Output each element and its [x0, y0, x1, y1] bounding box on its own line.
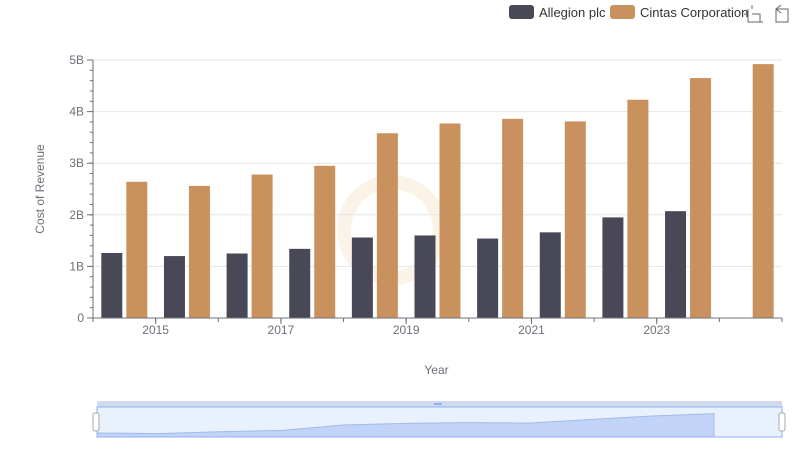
data-zoom-end-handle[interactable] [778, 412, 786, 432]
bar-allegion-plc-2020[interactable] [477, 238, 499, 318]
legend-swatch [610, 5, 635, 19]
bar-allegion-plc-2014[interactable] [101, 252, 123, 318]
legend-swatch [509, 5, 534, 19]
bar-cintas-corporation-2023[interactable] [690, 78, 712, 318]
bar-allegion-plc-2019[interactable] [414, 235, 436, 318]
x-tick-label: 2021 [518, 323, 545, 337]
data-zoom-selected-range[interactable] [96, 406, 783, 438]
y-tick-label: 3B [69, 156, 84, 170]
x-tick-label: 2019 [393, 323, 420, 337]
bar-allegion-plc-2017[interactable] [289, 248, 311, 318]
data-zoom-start-handle[interactable] [92, 412, 100, 432]
y-tick-label: 1B [69, 259, 84, 273]
data-zoom-preview-area [96, 413, 715, 438]
bar-cintas-corporation-2014[interactable] [126, 181, 148, 318]
bar-cintas-corporation-2022[interactable] [627, 99, 649, 319]
x-tick-label: 2023 [643, 323, 670, 337]
bar-cintas-corporation-2020[interactable] [502, 118, 524, 318]
bar-allegion-plc-2015[interactable] [163, 256, 185, 318]
toolbox [744, 4, 789, 23]
x-axis-title: Year [424, 363, 448, 377]
bar-allegion-plc-2021[interactable] [539, 232, 561, 318]
bar-cintas-corporation-2015[interactable] [188, 185, 210, 318]
y-tick-label: 0 [77, 311, 84, 325]
zoom-select-icon[interactable] [744, 5, 763, 23]
restore-icon[interactable] [775, 4, 789, 23]
bar-cintas-corporation-2016[interactable] [251, 174, 273, 318]
bar-cintas-corporation-2017[interactable] [314, 165, 336, 318]
legend-label: Cintas Corporation [640, 5, 748, 20]
bar-cintas-corporation-2018[interactable] [376, 133, 398, 318]
bar-allegion-plc-2022[interactable] [602, 217, 624, 318]
y-tick-label: 5B [69, 53, 84, 67]
bar-cintas-corporation-2019[interactable] [439, 123, 461, 318]
legend-item-allegion-plc[interactable]: Allegion plc [509, 5, 606, 20]
axes-layer: 0 1B 2B 3B 4B 5B 2015 2017 2019 2021 2023 Year Cost … [33, 53, 783, 377]
bar-cintas-corporation-2024[interactable] [752, 64, 774, 319]
bar-allegion-plc-2023[interactable] [665, 211, 687, 318]
bars-layer [101, 64, 774, 319]
x-tick-label: 2015 [142, 323, 169, 337]
legend-item-cintas-corporation[interactable]: Cintas Corporation [610, 5, 748, 20]
legend-label: Allegion plc [539, 5, 606, 20]
y-axis-title: Cost of Revenue [33, 144, 47, 234]
data-zoom-slider[interactable] [92, 401, 786, 438]
y-tick-label: 2B [69, 208, 84, 222]
data-zoom-grip-icon [434, 403, 442, 405]
x-tick-label: 2017 [268, 323, 295, 337]
bar-cintas-corporation-2021[interactable] [564, 121, 586, 319]
bar-allegion-plc-2018[interactable] [351, 237, 373, 318]
y-tick-label: 4B [69, 105, 84, 119]
legend[interactable]: Allegion plc Cintas Corporation [509, 5, 748, 20]
bar-allegion-plc-2016[interactable] [226, 253, 248, 319]
